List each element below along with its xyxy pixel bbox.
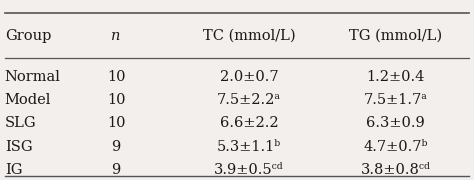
Text: 7.5±1.7ᵃ: 7.5±1.7ᵃ: [364, 93, 428, 107]
Text: Model: Model: [5, 93, 51, 107]
Text: 6.6±2.2: 6.6±2.2: [219, 116, 278, 130]
Text: 4.7±0.7ᵇ: 4.7±0.7ᵇ: [364, 140, 428, 154]
Text: TG (mmol/L): TG (mmol/L): [349, 29, 442, 43]
Text: 10: 10: [107, 93, 126, 107]
Text: 5.3±1.1ᵇ: 5.3±1.1ᵇ: [217, 140, 281, 154]
Text: ISG: ISG: [5, 140, 32, 154]
Text: n: n: [111, 29, 121, 43]
Text: 2.0±0.7: 2.0±0.7: [219, 69, 278, 84]
Text: IG: IG: [5, 163, 22, 177]
Text: SLG: SLG: [5, 116, 36, 130]
Text: 1.2±0.4: 1.2±0.4: [366, 69, 425, 84]
Text: 10: 10: [107, 69, 126, 84]
Text: 3.8±0.8ᶜᵈ: 3.8±0.8ᶜᵈ: [361, 163, 431, 177]
Text: 3.9±0.5ᶜᵈ: 3.9±0.5ᶜᵈ: [214, 163, 283, 177]
Text: 10: 10: [107, 116, 126, 130]
Text: 7.5±2.2ᵃ: 7.5±2.2ᵃ: [217, 93, 281, 107]
Text: Group: Group: [5, 29, 51, 43]
Text: Normal: Normal: [5, 69, 61, 84]
Text: 9: 9: [111, 140, 121, 154]
Text: 9: 9: [111, 163, 121, 177]
Text: 6.3±0.9: 6.3±0.9: [366, 116, 425, 130]
Text: TC (mmol/L): TC (mmol/L): [202, 29, 295, 43]
